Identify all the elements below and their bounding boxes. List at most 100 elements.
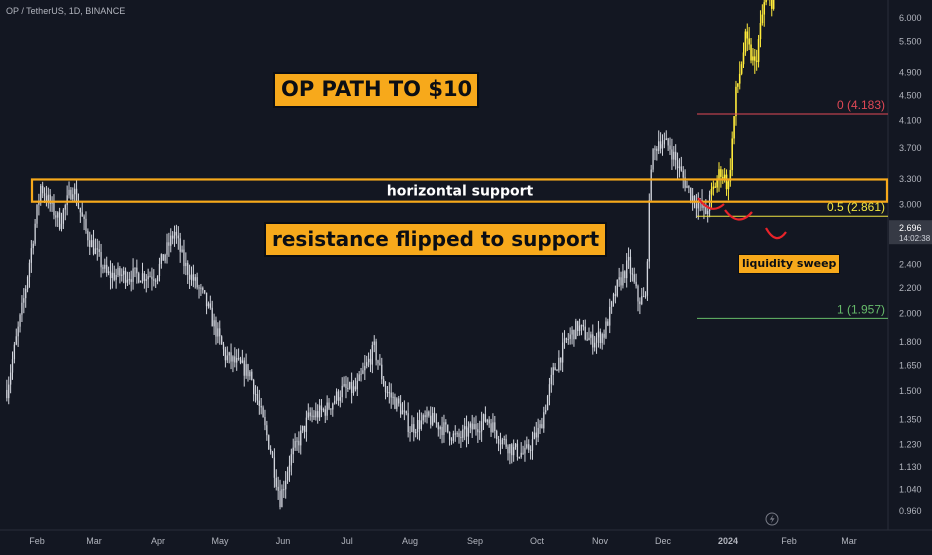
- candle-body: [281, 489, 282, 507]
- price-candle: [204, 290, 205, 294]
- candle-body: [293, 448, 294, 455]
- candle-body: [547, 396, 548, 410]
- price-candle: [613, 293, 614, 307]
- candle-body: [328, 403, 329, 409]
- price-candle: [195, 274, 196, 289]
- time-tick-label: Mar: [86, 536, 102, 546]
- price-candle: [253, 379, 254, 401]
- candle-body: [543, 412, 544, 428]
- flip-annotation: resistance flipped to support: [264, 222, 607, 257]
- candle-body: [528, 444, 529, 450]
- price-candle: [566, 338, 567, 343]
- candle-body: [413, 424, 414, 433]
- candle-body: [138, 273, 139, 282]
- price-candle: [607, 319, 608, 326]
- candle-body: [80, 208, 81, 213]
- candle-body: [675, 152, 676, 160]
- candle-body: [289, 465, 290, 471]
- price-candle: [683, 166, 684, 188]
- price-candle: [221, 335, 222, 345]
- price-candle: [323, 407, 324, 412]
- candle-body: [579, 326, 580, 331]
- price-candle: [223, 342, 224, 356]
- price-candle: [515, 443, 516, 450]
- price-candle: [701, 189, 702, 211]
- candle-body: [541, 424, 542, 428]
- price-candle: [359, 371, 360, 381]
- price-candle: [153, 269, 154, 286]
- price-candle: [375, 339, 376, 366]
- candle-body: [270, 449, 271, 452]
- candle-body: [643, 296, 644, 297]
- price-candle: [379, 354, 380, 366]
- price-candle: [634, 268, 635, 284]
- candle-body: [620, 277, 621, 285]
- candle-body: [765, 0, 767, 2]
- candle-body: [129, 279, 130, 280]
- price-candle: [310, 407, 311, 420]
- candle-body: [415, 432, 416, 433]
- candle-body: [357, 381, 358, 390]
- price-candle: [29, 259, 30, 287]
- candle-body: [773, 0, 775, 9]
- candle-body: [402, 410, 403, 414]
- price-candle: [673, 146, 674, 166]
- price-candle: [485, 406, 486, 422]
- candle-body: [40, 186, 41, 201]
- candle-body: [21, 303, 22, 315]
- price-candle: [460, 431, 461, 448]
- price-candle: [198, 285, 199, 299]
- price-candle: [507, 444, 508, 460]
- candle-body: [159, 264, 160, 276]
- candle-body: [187, 263, 188, 275]
- price-candle: [270, 445, 271, 454]
- candle-body: [108, 271, 109, 273]
- candle-body: [556, 370, 557, 371]
- candle-body: [502, 440, 503, 445]
- price-candle: [453, 431, 454, 444]
- price-candle: [513, 439, 514, 461]
- candle-body: [532, 439, 533, 450]
- price-candle: [19, 313, 20, 332]
- price-candle: [168, 233, 169, 257]
- candle-body: [336, 391, 337, 400]
- candle-body: [174, 232, 175, 239]
- price-tick-label: 6.000: [899, 13, 922, 23]
- candle-body: [157, 276, 158, 281]
- price-candle: [287, 467, 288, 484]
- symbol-label[interactable]: OP / TetherUS, 1D, BINANCE: [6, 6, 125, 16]
- candle-body: [127, 280, 128, 283]
- price-candle: [447, 424, 448, 433]
- candle-body: [407, 413, 408, 432]
- candle-body: [545, 410, 546, 412]
- candle-body: [142, 273, 143, 281]
- candle-body: [449, 432, 450, 440]
- price-candle: [183, 240, 184, 274]
- candle-body: [754, 56, 756, 60]
- price-candle: [603, 330, 604, 345]
- price-candle: [206, 292, 207, 314]
- price-tick-label: 1.040: [899, 484, 922, 494]
- price-candle: [68, 181, 69, 198]
- candle-body: [227, 355, 228, 360]
- price-candle: [125, 267, 126, 288]
- price-candle: [709, 191, 710, 218]
- price-candle: [121, 268, 122, 281]
- candle-body: [394, 397, 395, 409]
- price-candle: [296, 437, 297, 451]
- price-candle: [230, 344, 231, 370]
- price-candle: [411, 415, 412, 432]
- candle-body: [296, 441, 297, 442]
- price-candle: [428, 410, 429, 417]
- candle-body: [74, 189, 75, 195]
- candle-body: [392, 397, 393, 398]
- candle-body: [229, 352, 230, 355]
- price-candle: [487, 419, 488, 425]
- price-tick-label: 3.000: [899, 199, 922, 209]
- price-candle: [338, 389, 339, 406]
- price-candle: [336, 388, 337, 404]
- candle-body: [443, 422, 444, 435]
- price-candle: [524, 440, 525, 461]
- candle-body: [195, 277, 196, 281]
- price-candle: [424, 410, 425, 422]
